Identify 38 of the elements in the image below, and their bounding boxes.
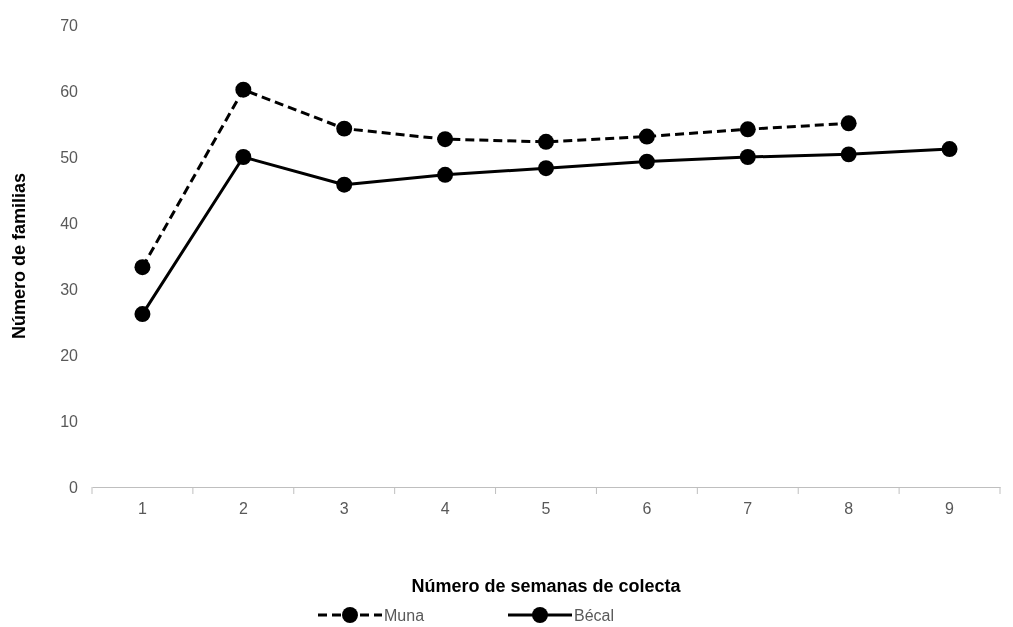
x-tick-label: 5 xyxy=(541,500,551,518)
x-tick-label: 4 xyxy=(440,500,450,518)
point xyxy=(134,306,151,323)
point xyxy=(336,176,353,193)
x-tick-label: 7 xyxy=(743,500,753,518)
x-axis-title: Número de semanas de colecta xyxy=(411,576,682,596)
point xyxy=(840,146,857,163)
point xyxy=(235,149,252,165)
point xyxy=(739,149,756,165)
y-tick-label: 0 xyxy=(69,478,79,496)
x-tick-label: 1 xyxy=(137,500,147,518)
legend-label: Muna xyxy=(384,607,425,624)
x-tick-label: 2 xyxy=(238,500,248,518)
point xyxy=(941,141,958,158)
y-tick-label: 70 xyxy=(60,16,79,34)
point xyxy=(437,166,454,183)
point xyxy=(437,131,454,148)
point xyxy=(638,153,655,170)
x-tick-label: 9 xyxy=(945,500,955,518)
point xyxy=(235,81,252,98)
y-tick-label: 30 xyxy=(60,280,79,298)
point xyxy=(638,128,655,145)
point xyxy=(739,121,756,138)
x-tick-label: 3 xyxy=(339,500,349,518)
point xyxy=(336,120,353,137)
y-tick-label: 60 xyxy=(60,82,79,100)
point xyxy=(840,115,857,132)
y-axis-title: Número de familias xyxy=(9,172,29,340)
point xyxy=(538,133,554,150)
point xyxy=(134,259,151,276)
legend-label: Bécal xyxy=(574,607,615,624)
y-tick-label: 40 xyxy=(60,214,79,232)
y-tick-label: 50 xyxy=(60,148,79,166)
x-tick-label: 6 xyxy=(642,500,652,518)
y-tick-label: 20 xyxy=(60,346,79,364)
y-tick-label: 10 xyxy=(60,412,79,430)
point xyxy=(538,160,554,177)
x-tick-label: 8 xyxy=(844,500,854,518)
